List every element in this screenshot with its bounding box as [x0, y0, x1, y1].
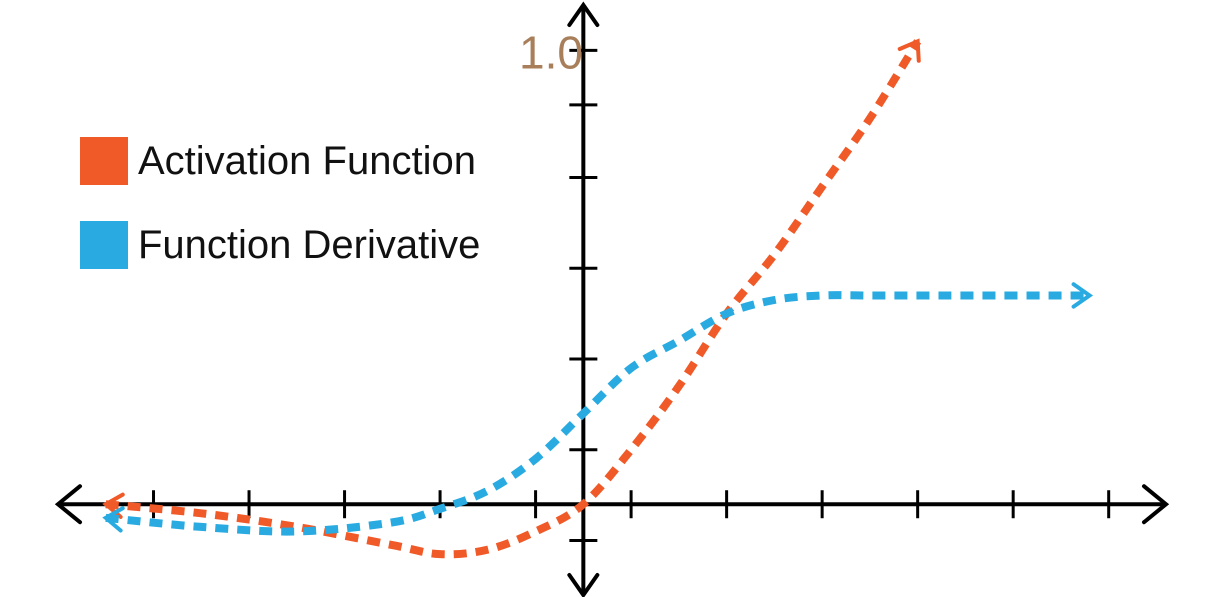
y-axis-arrow-top	[567, 1, 600, 27]
legend-swatch-activation	[80, 137, 128, 185]
series-arrow-start-1	[102, 506, 125, 533]
x-axis-arrow-right	[1142, 484, 1170, 525]
legend-item-derivative: Function Derivative	[80, 220, 480, 270]
legend-label-derivative: Function Derivative	[138, 222, 481, 267]
x-axis-arrow-left	[54, 484, 82, 525]
y-axis-arrow-bottom	[567, 573, 600, 597]
series-lines	[102, 38, 1094, 559]
series-line-1	[105, 291, 1090, 536]
axes	[54, 1, 1170, 597]
legend: Activation Function Function Derivative	[80, 136, 480, 304]
series-arrow-end-0	[897, 38, 921, 63]
axis-ticks	[152, 48, 1111, 543]
legend-swatch-derivative	[80, 221, 128, 269]
legend-item-activation: Activation Function	[80, 136, 480, 186]
y-tick-label-1: 1.0	[519, 26, 583, 78]
series-arrow-end-1	[1071, 282, 1094, 309]
legend-label-activation: Activation Function	[138, 138, 476, 183]
